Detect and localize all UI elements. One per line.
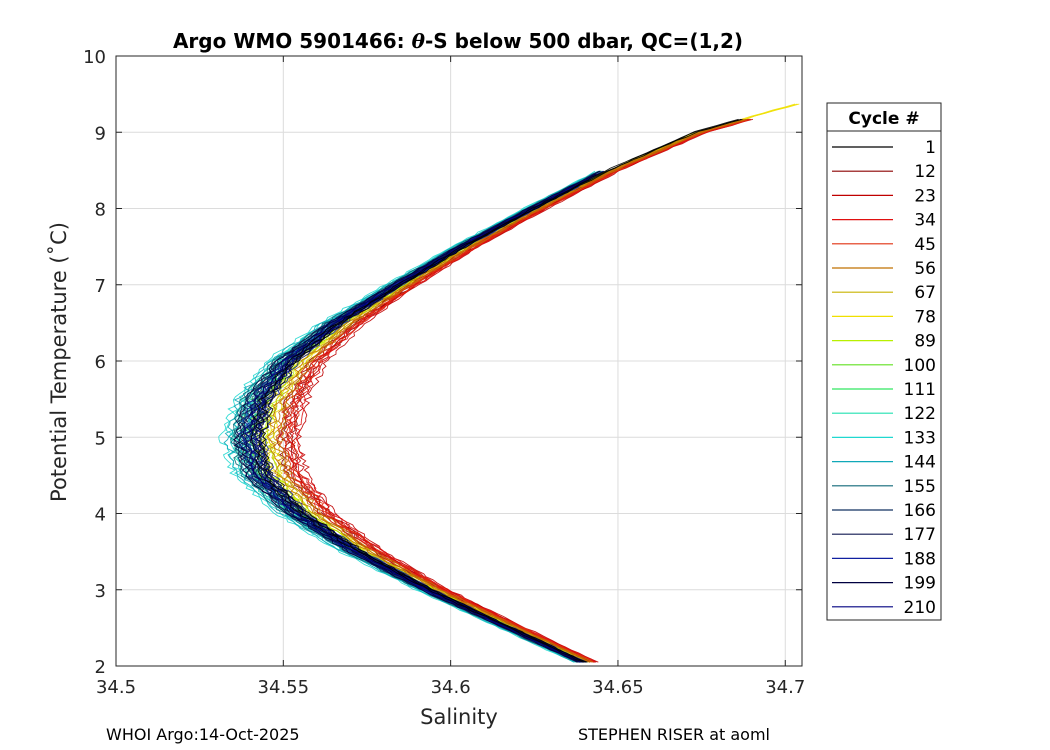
series-line-cycle-133 bbox=[218, 170, 596, 663]
title-suffix: -S below 500 dbar, QC=(1,2) bbox=[425, 29, 743, 53]
series-line-cycle-45 bbox=[283, 118, 749, 663]
x-axis-label: Salinity bbox=[420, 705, 498, 729]
series-line-cycle-12 bbox=[289, 118, 751, 663]
legend-label: 12 bbox=[914, 162, 936, 182]
legend-label: 23 bbox=[914, 186, 936, 206]
legend-label: 78 bbox=[914, 307, 936, 327]
y-tick-label: 7 bbox=[95, 276, 106, 297]
axis-ticks: 34.5 34.55 34.6 34.65 34.7 2 3 4 5 6 7 8 9 10 bbox=[83, 47, 805, 698]
series-line-cycle-78 bbox=[258, 103, 796, 663]
x-tick-label: 34.55 bbox=[258, 677, 310, 698]
legend-label: 166 bbox=[904, 501, 936, 521]
y-tick-label: 3 bbox=[95, 581, 106, 602]
series-line-cycle-23 bbox=[286, 118, 751, 663]
series-line-cycle-1 bbox=[256, 118, 742, 663]
y-tick-label: 10 bbox=[83, 47, 106, 68]
series-line-cycle-56 bbox=[278, 118, 748, 663]
series-line-cycle-210 bbox=[243, 170, 605, 663]
series-line-cycle-23 bbox=[296, 118, 754, 663]
chart-title: Argo WMO 5901466: θ-S below 500 dbar, QC… bbox=[173, 29, 743, 53]
legend-label: 45 bbox=[914, 235, 936, 255]
legend-label: 1 bbox=[925, 138, 936, 158]
legend-label: 67 bbox=[914, 283, 936, 303]
series-line-cycle-199 bbox=[238, 173, 597, 663]
legend: Cycle # 1 12 23 34 45 56 67 78 89 100 111 122 133 144… bbox=[826, 102, 942, 621]
series-line-cycle-78 bbox=[264, 103, 798, 663]
x-tick-label: 34.5 bbox=[96, 677, 136, 698]
y-tick-label: 8 bbox=[95, 200, 106, 221]
legend-label: 56 bbox=[914, 259, 936, 279]
footer-credit-right: STEPHEN RISER at aoml bbox=[578, 725, 770, 744]
legend-title: Cycle # bbox=[848, 109, 919, 129]
series-line-cycle-23 bbox=[291, 118, 751, 663]
data-series bbox=[218, 103, 800, 663]
y-axis-label: Potential Temperature (˚C) bbox=[47, 222, 71, 502]
series-line-cycle-12 bbox=[276, 118, 749, 663]
series-line-cycle-45 bbox=[286, 118, 751, 663]
legend-label: 100 bbox=[904, 356, 936, 376]
title-theta: θ bbox=[412, 29, 426, 53]
x-tick-label: 34.7 bbox=[765, 677, 805, 698]
legend-label: 177 bbox=[904, 525, 936, 545]
legend-label: 144 bbox=[904, 453, 936, 473]
series-line-cycle-78 bbox=[268, 103, 800, 663]
series-line-cycle-67 bbox=[272, 118, 747, 663]
series-line-cycle-67 bbox=[262, 118, 744, 663]
x-tick-label: 34.6 bbox=[431, 677, 471, 698]
series-line-cycle-34 bbox=[293, 118, 751, 663]
series-line-cycle-56 bbox=[273, 118, 746, 663]
legend-label: 111 bbox=[904, 380, 936, 400]
y-tick-label: 2 bbox=[95, 657, 106, 678]
x-tick-label: 34.65 bbox=[592, 677, 644, 698]
series-line-cycle-56 bbox=[266, 118, 744, 663]
legend-label: 34 bbox=[914, 211, 936, 231]
series-line-cycle-34 bbox=[287, 118, 749, 663]
y-tick-label: 6 bbox=[95, 352, 106, 373]
series-line-cycle-67 bbox=[267, 118, 744, 663]
series-line-cycle-133 bbox=[225, 173, 594, 663]
y-tick-label: 5 bbox=[95, 428, 106, 449]
legend-label: 133 bbox=[904, 428, 936, 448]
legend-label: 122 bbox=[904, 404, 936, 424]
series-line-cycle-12 bbox=[281, 118, 750, 663]
grid bbox=[115, 55, 802, 667]
series-line-cycle-1 bbox=[260, 118, 743, 663]
footer-credit-left: WHOI Argo:14-Oct-2025 bbox=[106, 725, 300, 744]
series-line-cycle-45 bbox=[275, 118, 749, 663]
legend-label: 210 bbox=[904, 598, 936, 618]
title-prefix: Argo WMO 5901466: bbox=[173, 29, 412, 53]
series-line-cycle-34 bbox=[279, 118, 748, 663]
legend-label: 188 bbox=[904, 549, 936, 569]
series-line-cycle-1 bbox=[250, 118, 739, 663]
series-line-cycle-122 bbox=[234, 173, 595, 663]
legend-label: 199 bbox=[904, 574, 936, 594]
y-tick-label: 9 bbox=[95, 123, 106, 144]
y-tick-label: 4 bbox=[95, 505, 106, 526]
legend-entries: 1 12 23 34 45 56 67 78 89 100 111 122 133 144 155 166 17… bbox=[832, 138, 936, 618]
legend-label: 89 bbox=[914, 332, 936, 352]
legend-label: 155 bbox=[904, 477, 936, 497]
